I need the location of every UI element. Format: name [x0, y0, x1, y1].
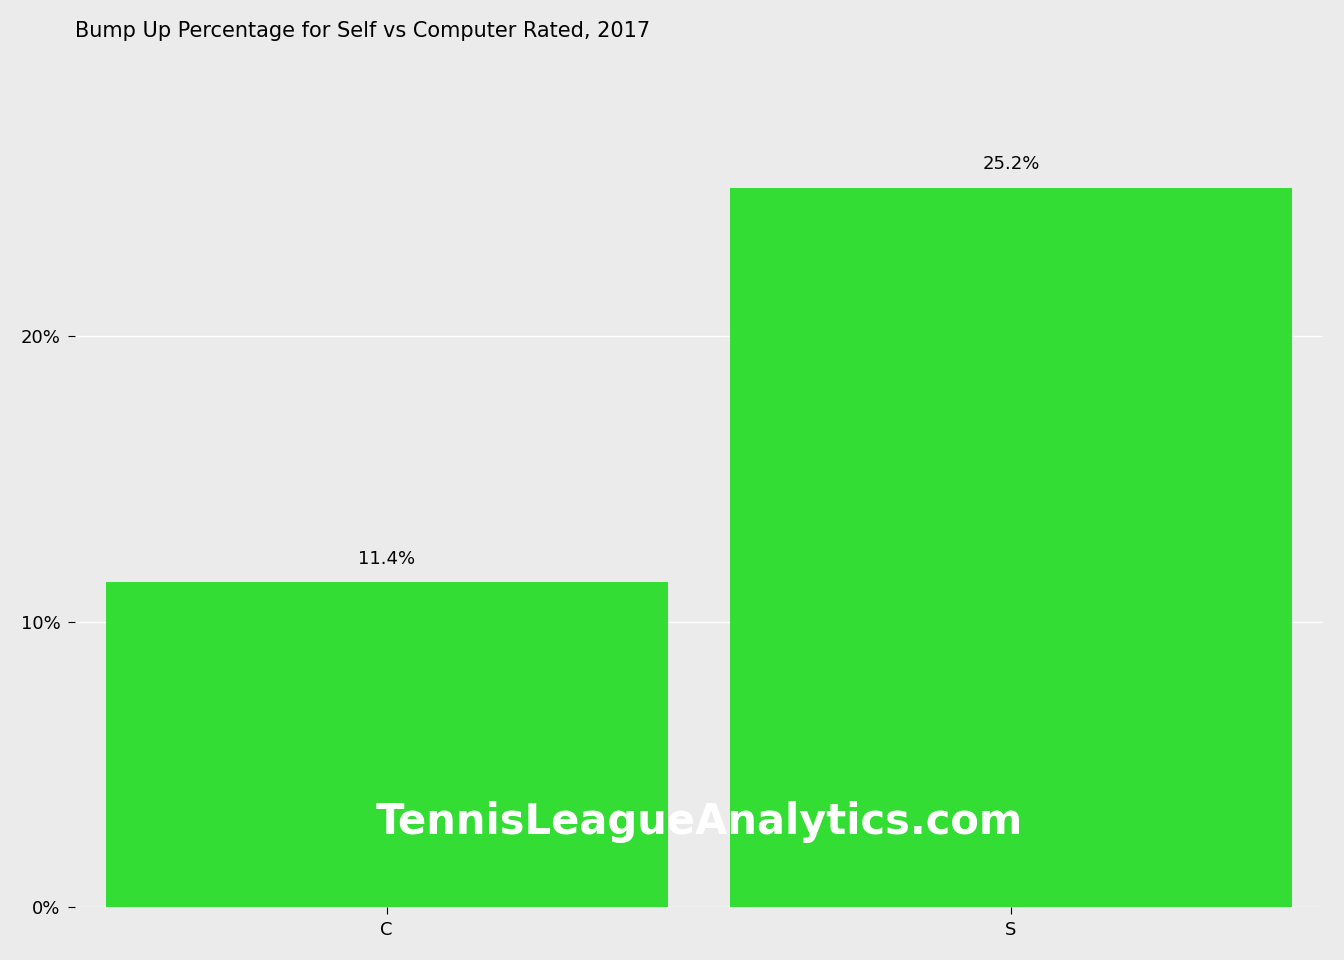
- Text: TennisLeagueAnalytics.com: TennisLeagueAnalytics.com: [375, 801, 1023, 843]
- Text: 25.2%: 25.2%: [982, 156, 1040, 174]
- Text: 11.4%: 11.4%: [359, 549, 415, 567]
- Bar: [106, 582, 668, 907]
- Bar: [730, 188, 1292, 907]
- Text: Bump Up Percentage for Self vs Computer Rated, 2017: Bump Up Percentage for Self vs Computer …: [75, 21, 649, 41]
